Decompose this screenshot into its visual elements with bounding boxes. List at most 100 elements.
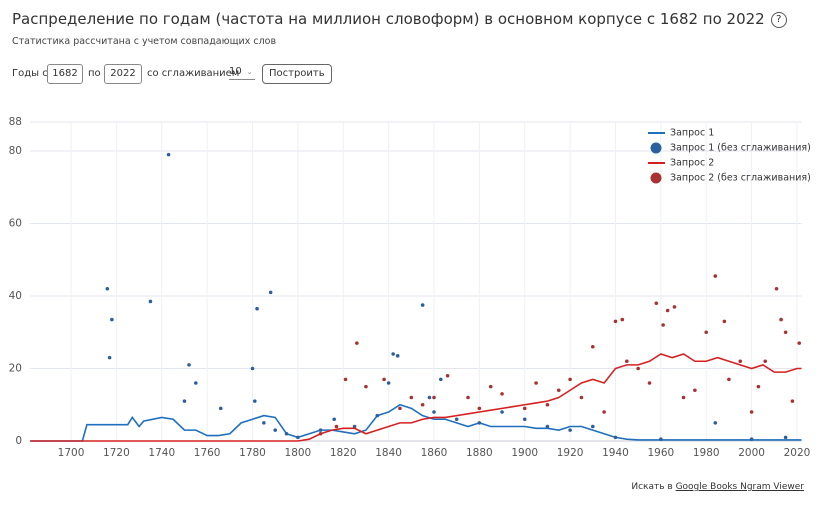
x-tick-label: 1720 (103, 447, 130, 459)
scatter-point (625, 359, 629, 364)
x-tick-label: 2020 (784, 447, 811, 459)
scatter-point (432, 395, 436, 400)
scatter-point (545, 402, 550, 407)
scatter-point (749, 410, 754, 414)
scatter-point (187, 363, 191, 367)
scatter-point (500, 410, 504, 414)
scatter-point (783, 330, 788, 335)
scatter-point (477, 421, 482, 425)
scatter-point (477, 406, 482, 411)
legend-label: Запрос 2 (без сглаживания) (670, 173, 811, 184)
scatter-point (620, 317, 625, 322)
scatter-point (738, 359, 743, 364)
scatter-point (500, 392, 504, 396)
scatter-point (352, 424, 357, 429)
scatter-point (445, 373, 450, 378)
scatter-point (166, 152, 171, 157)
scatter-point (375, 413, 380, 418)
line-series (30, 403, 802, 442)
footer: Искать в Google Books Ngram Viewer (631, 482, 804, 492)
scatter-point (756, 384, 761, 389)
scatter-point (343, 377, 348, 382)
scatter-point (713, 274, 718, 278)
scatter-point (568, 428, 572, 432)
x-tick-label: 1820 (330, 447, 357, 459)
scatter-point (727, 377, 731, 382)
x-tick-label: 1700 (58, 447, 85, 459)
scatter-point (722, 319, 727, 324)
x-tick-label: 1780 (239, 447, 266, 459)
scatter-point (386, 381, 391, 385)
x-tick-label: 2000 (738, 447, 765, 459)
y-tick-label: 88 (9, 116, 22, 128)
scatter-point (522, 417, 527, 422)
scatter-point (382, 377, 386, 382)
x-tick-label: 1800 (285, 447, 312, 459)
scatter-point (590, 344, 595, 349)
y-tick-label: 0 (15, 435, 22, 447)
scatter-point (488, 384, 493, 389)
scatter-point (355, 341, 359, 345)
scatter-point (395, 354, 400, 358)
from-label: Годы с (12, 68, 48, 79)
scatter-point (797, 341, 802, 345)
to-input[interactable]: 2022 (104, 64, 142, 84)
scatter-point (704, 330, 709, 335)
x-tick-label: 1860 (421, 447, 448, 459)
scatter-point (110, 317, 114, 322)
scatter-point (534, 381, 538, 385)
scatter-point (466, 395, 470, 400)
scatter-point (665, 308, 670, 313)
scatter-point (148, 299, 153, 304)
x-tick-label: 1900 (511, 447, 538, 459)
x-tick-label: 1920 (557, 447, 584, 459)
scatter-point (590, 424, 595, 429)
scatter-point (334, 424, 339, 429)
from-input[interactable]: 1682 (47, 64, 83, 84)
ngram-link[interactable]: Google Books Ngram Viewer (675, 482, 804, 492)
scatter-point (713, 421, 718, 425)
scatter-point (255, 306, 259, 311)
scatter-point (318, 431, 323, 436)
legend-swatch (650, 172, 662, 184)
scatter-point (556, 388, 561, 393)
build-button[interactable]: Построить (262, 64, 332, 84)
scatter-point (522, 406, 527, 411)
legend-label: Запрос 1 (без сглаживания) (670, 143, 811, 154)
scatter-point (602, 410, 606, 414)
scatter-point (105, 286, 110, 291)
x-tick-label: 1740 (148, 447, 175, 459)
scatter-point (332, 417, 336, 422)
smoothing-label: со сглаживанием (147, 68, 240, 79)
scatter-point (693, 388, 697, 393)
scatter-point (647, 381, 652, 385)
to-label: по (88, 68, 101, 79)
smoothing-select[interactable]: 10 ⌄ (229, 66, 255, 80)
scatter-point (661, 323, 665, 327)
scatter-point (613, 435, 618, 440)
scatter-point (252, 399, 257, 403)
legend-label: Запрос 1 (670, 128, 714, 139)
scatter-point (273, 428, 278, 432)
title-text: Распределение по годам (частота на милли… (12, 10, 765, 28)
scatter-point (654, 301, 659, 306)
x-tick-label: 1940 (602, 447, 629, 459)
smoothing-value: 10 (229, 66, 242, 77)
scatter-point (636, 366, 640, 371)
scatter-point (579, 395, 584, 400)
scatter-point (364, 384, 368, 389)
scatter-point (391, 352, 395, 356)
x-tick-label: 1880 (466, 447, 493, 459)
scatter-point (779, 317, 783, 322)
scatter-point (749, 437, 754, 441)
scatter-point (107, 355, 112, 360)
y-tick-label: 20 (9, 363, 22, 375)
footer-text: Искать в (631, 482, 673, 492)
scatter-point (763, 359, 768, 364)
help-icon[interactable]: ? (770, 12, 787, 28)
scatter-point (420, 303, 425, 307)
line-series (30, 353, 802, 442)
scatter-point (262, 421, 266, 425)
scatter-point (318, 428, 323, 432)
